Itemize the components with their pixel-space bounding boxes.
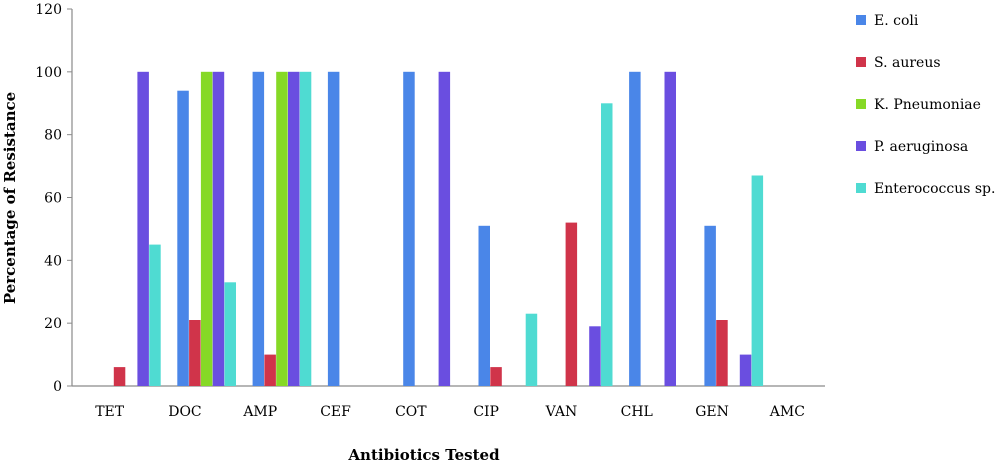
x-tick-label: DOC [168, 404, 201, 420]
bar [525, 313, 538, 386]
bar [299, 71, 312, 387]
bar [327, 71, 340, 387]
x-axis-title: Antibiotics Tested [347, 446, 500, 464]
y-tick-label: 120 [35, 2, 62, 18]
bar [189, 320, 201, 386]
x-tick-label: AMC [769, 404, 805, 420]
bars [113, 71, 764, 387]
legend-swatch [856, 141, 866, 151]
x-tick-label: VAN [545, 404, 578, 420]
bar [149, 244, 161, 386]
legend: E. coli S. aureus K. Pneumoniae P. aerugino… [856, 13, 995, 197]
x-tick-label: COT [395, 404, 427, 420]
y-tick-label: 0 [53, 379, 62, 395]
bar [704, 225, 716, 386]
legend-swatch [856, 57, 866, 67]
y-tick-label: 80 [44, 128, 62, 144]
bar [565, 222, 578, 386]
bar [478, 225, 490, 386]
bar [751, 175, 764, 386]
bar [629, 71, 641, 387]
x-tick-label: GEN [695, 404, 729, 420]
bar [276, 71, 288, 387]
bar [264, 354, 276, 386]
legend-label: S. aureus [874, 55, 941, 71]
legend-label: Enterococcus sp. [874, 181, 995, 197]
legend-swatch [856, 183, 866, 193]
bar [403, 71, 415, 387]
bar [288, 71, 300, 387]
y-tick-label: 20 [44, 316, 62, 332]
bar [137, 71, 149, 387]
legend-swatch [856, 99, 866, 109]
bar [224, 282, 236, 386]
bar [664, 71, 676, 387]
x-tick-label: TET [95, 404, 125, 420]
legend-swatch [856, 15, 866, 25]
x-tick-label: CEF [320, 404, 351, 420]
legend-label: P. aeruginosa [874, 139, 968, 155]
bar [113, 367, 126, 386]
y-axis: 0 20 40 60 80 100 120 [35, 2, 73, 395]
bar [438, 71, 451, 387]
legend-label: E. coli [874, 13, 919, 29]
y-axis-title: Percentage of Resistance [1, 92, 19, 304]
x-axis: TET DOC AMP CEF COT CIP VAN CHL GEN AMC [72, 385, 825, 420]
bar [490, 367, 502, 386]
y-tick-label: 60 [44, 191, 62, 207]
x-tick-label: CHL [621, 404, 653, 420]
bar [177, 90, 189, 386]
x-tick-label: CIP [473, 404, 499, 420]
x-tick-label: AMP [242, 404, 277, 420]
legend-label: K. Pneumoniae [874, 97, 981, 113]
bar [200, 71, 213, 387]
y-tick-label: 40 [44, 253, 62, 269]
bar [589, 326, 601, 386]
bar [716, 320, 728, 386]
y-tick-label: 100 [35, 65, 62, 81]
bar [212, 71, 225, 387]
bar [252, 71, 265, 387]
bar [739, 354, 752, 386]
bar [601, 103, 613, 387]
